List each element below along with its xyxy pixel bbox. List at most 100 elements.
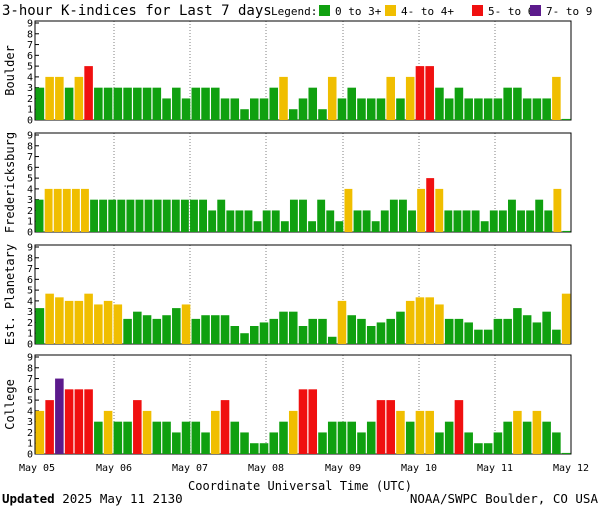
bar (444, 421, 454, 454)
bar (517, 210, 525, 232)
y-tick-label: 1 (27, 329, 33, 340)
bar (398, 199, 407, 232)
bar (103, 410, 113, 454)
x-tick-label: May 10 (401, 463, 437, 474)
y-tick-label: 8 (27, 29, 33, 40)
y-tick-label: 2 (27, 428, 33, 439)
bar (55, 76, 64, 120)
y-tick-label: 5 (27, 286, 33, 297)
bar (464, 322, 473, 344)
bar (327, 421, 337, 454)
bar (474, 329, 483, 344)
y-tick-label: 1 (27, 105, 33, 116)
bar (211, 87, 220, 120)
bar (552, 329, 561, 344)
bar (250, 443, 259, 454)
bar (220, 400, 230, 454)
bar (142, 315, 152, 344)
bar (522, 421, 532, 454)
bar (327, 76, 337, 120)
bar (552, 76, 561, 120)
bar (308, 221, 317, 232)
bar (35, 308, 45, 344)
bar (94, 421, 103, 454)
bar (142, 410, 152, 454)
bar (344, 188, 353, 232)
bar (288, 410, 298, 454)
bar (299, 199, 307, 232)
bar (503, 318, 512, 344)
bar (480, 221, 489, 232)
bar (462, 210, 471, 232)
bar (103, 87, 113, 120)
bar (81, 188, 89, 232)
y-tick-label: 4 (27, 184, 33, 195)
bar (471, 210, 480, 232)
bar (483, 98, 493, 120)
bar (562, 230, 571, 232)
bar (113, 87, 123, 120)
bar (376, 400, 386, 454)
bar (435, 188, 444, 232)
y-tick-label: 8 (27, 141, 33, 152)
bar (474, 443, 483, 454)
bar (217, 199, 226, 232)
bar (269, 318, 279, 344)
bar (45, 293, 54, 344)
bar (152, 421, 162, 454)
bar (532, 98, 542, 120)
bar (123, 421, 132, 454)
bar (376, 322, 386, 344)
bar (153, 199, 162, 232)
legend-title: Legend: (271, 5, 317, 18)
bar (453, 210, 462, 232)
bar (327, 336, 337, 344)
bar (181, 304, 191, 344)
bar (561, 118, 571, 120)
bar (99, 199, 108, 232)
bar (152, 318, 162, 344)
legend-label-1: 4- to 4+ (401, 5, 454, 18)
bar (464, 98, 473, 120)
x-tick-label: May 07 (172, 463, 208, 474)
panel-title: College (3, 379, 17, 430)
legend: 0 to 3+ 4- to 4+ 5- to 6+ 7- to 9 (319, 5, 592, 18)
bar (35, 410, 45, 454)
bar (542, 421, 551, 454)
bar (84, 293, 93, 344)
legend-swatch-1 (385, 5, 396, 16)
y-tick-label: 6 (27, 163, 33, 174)
bar (298, 98, 308, 120)
bar (280, 221, 289, 232)
bar (526, 210, 535, 232)
bar (347, 87, 356, 120)
y-tick-label: 9 (27, 243, 33, 254)
bar (396, 98, 405, 120)
bar (191, 87, 201, 120)
bar (271, 210, 280, 232)
y-tick-label: 4 (27, 296, 33, 307)
bar (250, 98, 259, 120)
bar (45, 400, 54, 454)
bar (135, 199, 144, 232)
y-tick-label: 9 (27, 131, 33, 142)
bar (191, 318, 201, 344)
legend-swatch-0 (319, 5, 330, 16)
footer-updated: Updated 2025 May 11 2130 (2, 491, 183, 506)
bar (199, 199, 208, 232)
bar (493, 318, 503, 344)
bar (259, 322, 269, 344)
y-tick-label: 1 (27, 439, 33, 450)
bar (298, 389, 308, 454)
bar (74, 76, 84, 120)
bar (561, 452, 571, 454)
bar (55, 297, 64, 344)
bar (220, 98, 230, 120)
bar (74, 389, 84, 454)
bar (426, 178, 435, 232)
y-tick-label: 9 (27, 353, 33, 364)
y-tick-label: 7 (27, 40, 33, 51)
bar (508, 199, 516, 232)
